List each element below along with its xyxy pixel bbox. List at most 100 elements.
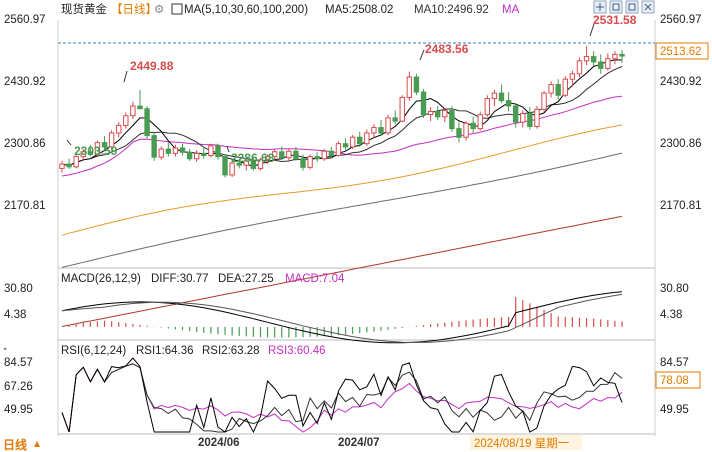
macd-tick-right: 30.80 — [660, 283, 689, 295]
price-annotations: 2531.58 2483.56 2449.88 — [130, 13, 637, 73]
price-tick-left: 2170.81 — [4, 200, 46, 212]
period-button-label: 日线 — [3, 437, 27, 452]
candle-body — [286, 150, 292, 159]
period-label[interactable]: 【日线】 — [111, 2, 157, 16]
candle-body — [420, 91, 427, 116]
rsi-header: RSI(6,12,24) RSI1:64.36 RSI2:63.28 RSI3:… — [61, 345, 326, 357]
macd-dea-line — [61, 293, 623, 344]
cursor-date-label: 2024/08/19 星期一 — [474, 437, 570, 450]
candle-body — [463, 122, 469, 138]
candle-body — [236, 162, 242, 166]
price-tick-left: 2560.97 — [4, 14, 46, 26]
rsi2-line — [61, 363, 623, 433]
candle-body — [193, 152, 200, 160]
candle-body — [328, 150, 335, 157]
candle-body — [293, 150, 299, 160]
candle-body — [172, 147, 179, 154]
macd-diff: DIFF:30.77 — [151, 273, 209, 285]
candle-body — [271, 151, 278, 158]
macd-series — [61, 291, 623, 344]
candle-body — [66, 163, 72, 168]
candle-body — [470, 122, 476, 130]
candle-body — [137, 105, 143, 110]
ma60-line — [61, 124, 623, 236]
candle-body — [541, 92, 547, 110]
candle-body — [73, 156, 79, 168]
candle-body — [378, 127, 384, 134]
pin-icon[interactable]: ⋆ — [2, 344, 8, 355]
macd-tick-right: 4.38 — [660, 309, 682, 321]
rsi-current-label: 78.08 — [660, 375, 689, 387]
candle-body — [456, 128, 462, 138]
candle-body — [484, 98, 491, 116]
instrument-title: 现货黄金 — [61, 2, 107, 16]
close-icon[interactable] — [641, 0, 655, 14]
ma-label: MA(5,10,30,60,100,200) — [184, 4, 308, 16]
candle-body — [555, 84, 561, 96]
candle-body — [619, 53, 625, 57]
candle-body — [548, 84, 554, 94]
ma100-line — [61, 152, 623, 268]
candle-body — [165, 148, 172, 154]
candle-body — [108, 132, 115, 148]
candle-body — [94, 142, 101, 155]
swing-high-annotation: 2483.56 — [425, 42, 469, 56]
price-axis-right: 2560.97 2430.92 2300.86 2170.81 — [660, 14, 702, 212]
cursor-date-box — [470, 435, 582, 450]
restore-icon[interactable] — [625, 0, 639, 14]
rsi3-value: RSI3:60.46 — [268, 345, 326, 357]
ma-more: MA — [502, 4, 520, 16]
candle-body — [449, 109, 455, 130]
ma-toggle-icon[interactable] — [171, 3, 183, 15]
zoom-icon[interactable] — [609, 0, 623, 14]
ma200-line — [61, 215, 623, 327]
price-axis-left: 2560.97 2430.92 2300.86 2170.81 — [4, 14, 46, 212]
high-annotation: 2531.58 — [593, 13, 637, 27]
rsi-tick-right: 49.95 — [660, 404, 689, 416]
macd-value: MACD:7.04 — [285, 273, 345, 285]
rsi2-value: RSI2:63.28 — [202, 345, 260, 357]
rsi-tick-left: 49.95 — [4, 404, 33, 416]
candle-body — [406, 76, 413, 98]
price-tick-right: 2170.81 — [660, 200, 702, 212]
rsi1-line — [61, 357, 623, 434]
candle-body — [399, 96, 405, 122]
candle-body — [583, 56, 590, 62]
candle-body — [342, 143, 349, 148]
ma10-value: MA10:2496.92 — [414, 4, 489, 16]
moving-average-lines — [61, 59, 623, 327]
candle-body — [576, 60, 583, 75]
settings-icon[interactable]: ⚙ — [154, 4, 164, 16]
candle-body — [215, 145, 221, 158]
candle-body — [130, 105, 136, 117]
candle-body — [505, 100, 512, 107]
caret-up-icon — [34, 441, 40, 447]
candle-body — [123, 115, 129, 126]
candle-body — [590, 56, 597, 63]
candle-body — [179, 147, 186, 153]
candle-body — [371, 127, 377, 134]
candle-body — [569, 73, 576, 80]
candle-body — [279, 151, 285, 159]
swing-low-annotation: 2286.68 — [231, 151, 275, 165]
price-tick-right: 2300.86 — [660, 138, 702, 150]
candle-body — [442, 109, 448, 118]
candle-body — [307, 156, 313, 168]
candle-body — [59, 163, 65, 169]
ma5-line — [61, 59, 623, 168]
rsi1-value: RSI1:64.36 — [136, 345, 194, 357]
macd-tick-left: 4.38 — [4, 309, 26, 321]
candle-body — [385, 117, 391, 134]
candle-body — [243, 160, 250, 166]
candle-body — [512, 105, 519, 123]
current-price-box — [655, 42, 709, 60]
candle-body — [491, 92, 498, 100]
period-button[interactable]: 日线 — [3, 437, 40, 452]
candle-body — [520, 113, 526, 123]
crosshair-icon[interactable] — [593, 0, 607, 14]
candle-body — [229, 162, 235, 176]
annotation-arrows — [66, 23, 595, 153]
candle-body — [250, 160, 257, 169]
swing-low-annotation: 2303.59 — [74, 144, 118, 158]
